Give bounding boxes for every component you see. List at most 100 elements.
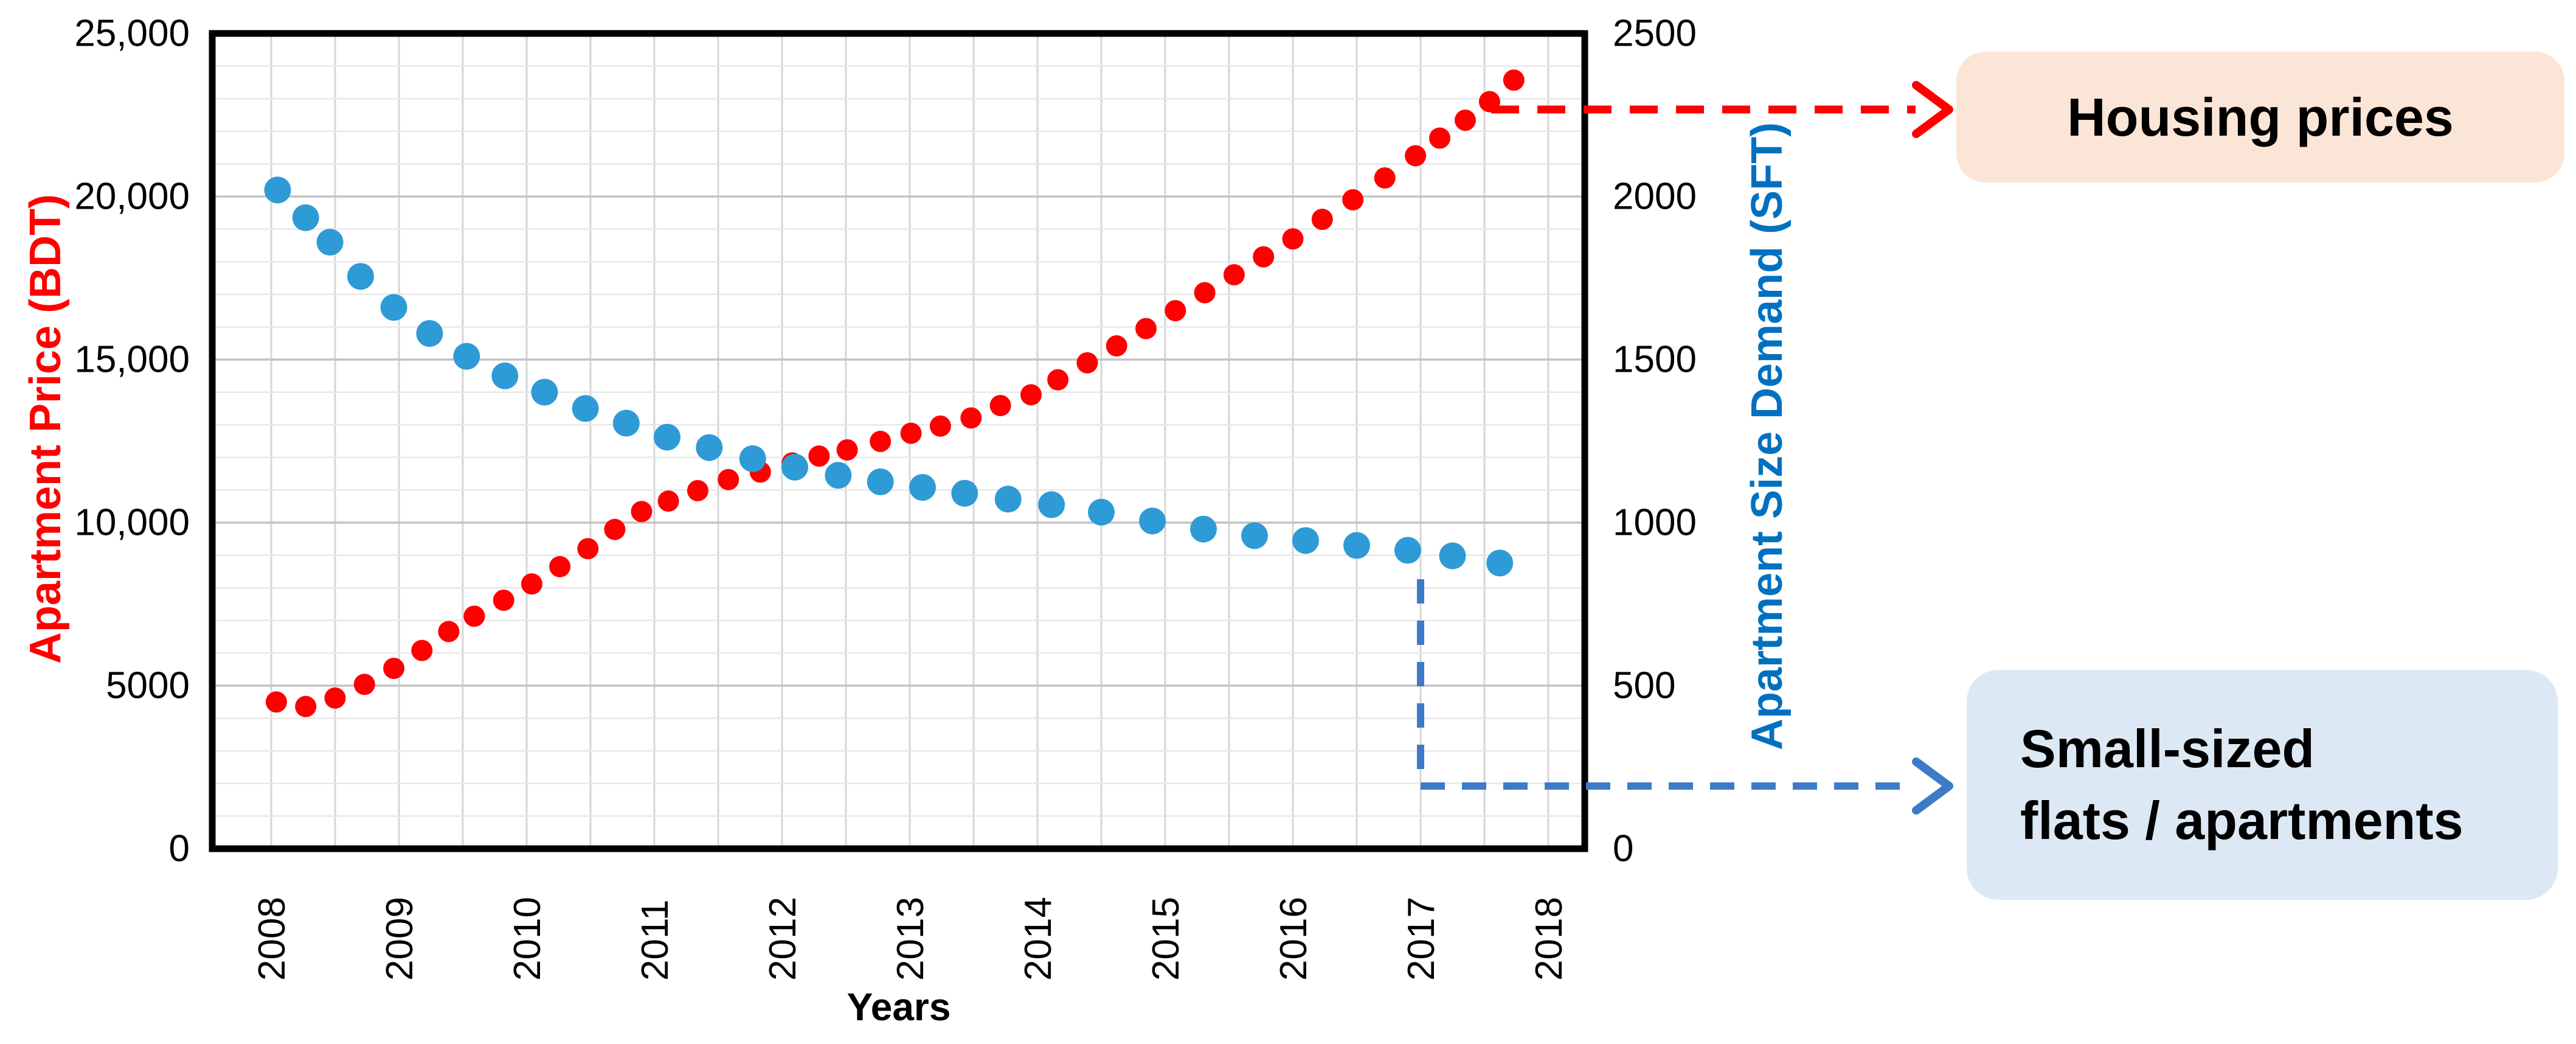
price-data-point (1020, 384, 1042, 406)
price-data-point (1374, 167, 1396, 189)
left-axis-tick-label: 5000 (106, 665, 190, 707)
price-data-point (521, 573, 542, 595)
small-flats-label-line1: Small-sized (2020, 719, 2315, 779)
demand-data-point (1190, 515, 1217, 543)
right-axis-tick-label: 1500 (1613, 339, 1697, 381)
right-axis-tick-label: 2000 (1613, 176, 1697, 218)
price-data-point (295, 695, 317, 717)
price-data-point (1165, 300, 1186, 322)
demand-data-point (1038, 491, 1065, 518)
price-data-point (989, 395, 1011, 417)
price-data-point (1106, 335, 1127, 357)
demand-data-point (416, 320, 443, 347)
demand-data-point (1292, 527, 1319, 554)
x-axis-year-label: 2018 (1528, 897, 1570, 981)
demand-data-point (572, 395, 599, 422)
demand-data-point (1241, 522, 1268, 549)
right-axis-tick-label: 1000 (1613, 502, 1697, 544)
x-axis-year-label: 2015 (1145, 897, 1187, 981)
x-axis-year-label: 2008 (251, 897, 293, 981)
price-data-point (383, 658, 405, 680)
small-flats-label-line2: flats / apartments (2020, 790, 2463, 851)
demand-data-point (909, 474, 936, 501)
left-axis-tick-label: 20,000 (74, 176, 190, 218)
x-axis-year-label: 2012 (762, 897, 804, 981)
demand-data-point (867, 468, 894, 495)
right-axis-tick-label: 0 (1613, 828, 1633, 870)
plot-border (209, 30, 1588, 852)
left-axis-tick-label: 15,000 (74, 339, 190, 381)
price-data-point (324, 687, 346, 709)
demand-data-point (491, 362, 519, 389)
price-data-point (1342, 189, 1364, 211)
price-data-point (1311, 209, 1333, 231)
price-data-point (1253, 246, 1275, 268)
housing-prices-callout: Housing prices (1956, 52, 2564, 183)
demand-data-point (453, 343, 480, 370)
price-data-point (900, 422, 922, 444)
x-axis-title: Years (847, 985, 951, 1029)
demand-data-point (781, 453, 808, 481)
blue-dashed-arrow-line (1417, 579, 1916, 790)
demand-data-point (739, 445, 766, 472)
left-axis-tick-label: 10,000 (74, 502, 190, 544)
price-data-point (353, 673, 375, 695)
price-data-point (1076, 352, 1098, 374)
price-data-point (411, 639, 433, 661)
price-data-point (438, 621, 460, 642)
price-data-point (604, 518, 626, 540)
left-axis-title: Apartment Price (BDT) (21, 193, 70, 664)
x-axis-year-label: 2016 (1273, 897, 1315, 981)
x-axis-year-label: 2009 (379, 897, 421, 981)
demand-data-point (951, 479, 978, 507)
demand-data-point (1439, 542, 1466, 569)
price-data-point (1135, 318, 1157, 339)
right-axis-title: Apartment Size Demand (SFT) (1743, 122, 1792, 751)
demand-data-point (347, 263, 374, 290)
demand-data-point (1486, 549, 1514, 577)
demand-data-point (316, 229, 344, 256)
demand-data-point (380, 294, 407, 321)
demand-data-point (531, 378, 558, 406)
price-data-point (1047, 369, 1069, 391)
demand-data-point (825, 462, 852, 489)
demand-data-point (292, 204, 319, 231)
demand-data-point (994, 485, 1022, 513)
price-data-point (687, 479, 708, 501)
price-data-point (577, 538, 599, 560)
right-axis-tick-label: 500 (1613, 665, 1675, 707)
x-axis-year-label: 2017 (1401, 897, 1442, 981)
price-data-point (657, 490, 679, 512)
right-axis-tick-label: 2500 (1613, 13, 1697, 55)
blue-arrowhead (1912, 757, 1953, 815)
demand-data-point (612, 409, 640, 437)
price-data-point (929, 415, 951, 437)
small-flats-callout: Small-sized flats / apartments (1967, 670, 2558, 900)
left-axis-tick-label: 0 (169, 828, 190, 870)
price-data-point (1503, 69, 1525, 91)
price-data-point (808, 445, 830, 467)
price-data-point (549, 555, 571, 577)
price-data-point (1405, 145, 1427, 167)
x-axis-year-label: 2013 (890, 897, 932, 981)
price-data-point (1455, 110, 1476, 131)
price-data-point (870, 431, 892, 453)
price-data-point (1282, 228, 1304, 250)
demand-data-point (1139, 507, 1166, 535)
price-data-point (1194, 282, 1216, 304)
price-data-point (960, 407, 982, 429)
price-data-point (1223, 264, 1245, 286)
price-data-point (836, 439, 858, 461)
demand-data-point (654, 423, 680, 451)
price-data-point (631, 501, 653, 523)
price-data-point (463, 605, 485, 627)
demand-data-point (1343, 532, 1370, 559)
left-axis-tick-label: 25,000 (74, 13, 190, 55)
demand-data-point (1394, 537, 1421, 564)
housing-prices-label: Housing prices (2067, 86, 2454, 147)
demand-data-point (264, 176, 291, 204)
x-axis-year-label: 2010 (507, 897, 549, 981)
x-axis-year-label: 2014 (1017, 897, 1059, 981)
